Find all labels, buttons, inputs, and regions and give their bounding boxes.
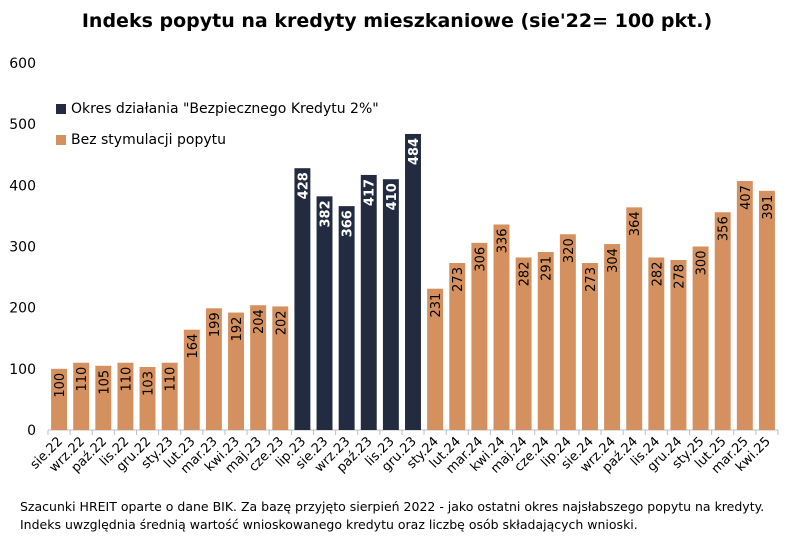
bar	[537, 252, 554, 430]
data-label: 282	[518, 262, 533, 287]
bar	[117, 362, 134, 430]
data-label: 164	[186, 334, 201, 359]
data-label: 336	[495, 228, 510, 253]
y-tick-label: 400	[9, 178, 36, 194]
legend-label: Okres działania "Bezpiecznego Kredytu 2%…	[71, 101, 379, 117]
data-label: 484	[407, 138, 422, 165]
data-label: 320	[562, 238, 577, 263]
y-tick-label: 200	[9, 301, 36, 317]
legend-swatch	[56, 104, 66, 114]
data-label: 364	[628, 211, 643, 236]
data-label: 231	[429, 293, 444, 318]
data-label: 428	[296, 172, 311, 199]
bar	[139, 366, 156, 430]
bar	[471, 242, 488, 430]
bar	[338, 206, 355, 430]
data-label: 100	[53, 373, 68, 398]
data-label: 103	[142, 371, 157, 396]
data-label: 273	[584, 267, 599, 292]
data-label: 291	[540, 256, 555, 281]
bar	[692, 246, 709, 430]
data-label: 300	[695, 251, 710, 276]
footnote-line-1: Szacunki HREIT oparte o dane BIK. Za baz…	[20, 499, 765, 514]
data-label: 410	[385, 183, 400, 210]
bar	[73, 362, 90, 430]
bar	[272, 306, 289, 430]
data-label: 110	[75, 367, 90, 392]
bar	[161, 362, 178, 430]
data-label: 356	[717, 216, 732, 241]
data-label: 366	[341, 210, 356, 237]
chart-title: Indeks popytu na kredyty mieszkaniowe (s…	[81, 10, 713, 32]
bar	[758, 190, 775, 430]
bar	[515, 257, 532, 430]
data-label: 282	[650, 262, 665, 287]
bar	[427, 288, 444, 430]
bar	[714, 212, 731, 430]
y-tick-label: 500	[9, 117, 36, 133]
bar	[360, 174, 377, 430]
bar	[294, 168, 311, 430]
bar	[51, 368, 68, 430]
y-tick-label: 600	[9, 56, 36, 72]
data-label: 417	[363, 179, 378, 206]
data-label: 382	[319, 200, 334, 227]
bar	[449, 263, 466, 430]
bar	[316, 196, 333, 430]
data-label: 204	[252, 309, 267, 334]
bar	[604, 244, 621, 430]
bar	[183, 329, 200, 430]
data-label: 202	[274, 310, 289, 335]
y-tick-label: 300	[9, 240, 36, 256]
data-label: 306	[473, 247, 488, 272]
bar	[626, 207, 643, 430]
data-label: 304	[606, 248, 621, 273]
bar	[228, 312, 244, 430]
bar	[493, 224, 510, 430]
data-label: 105	[97, 370, 112, 395]
bar	[405, 133, 421, 430]
data-label: 192	[230, 317, 245, 342]
y-tick-label: 100	[9, 362, 36, 378]
bar	[670, 259, 687, 430]
y-tick-label: 0	[27, 423, 36, 439]
bar	[205, 308, 222, 430]
data-label: 407	[739, 185, 754, 210]
bar	[559, 234, 576, 430]
legend-label: Bez stymulacji popytu	[71, 132, 226, 148]
data-label: 391	[761, 195, 776, 220]
bar	[250, 305, 267, 430]
data-label: 278	[672, 264, 687, 289]
footnote-line-2: Indeks uwzględnia średnią wartość wniosk…	[20, 517, 638, 532]
data-label: 110	[164, 367, 179, 392]
bar	[648, 257, 665, 430]
legend-swatch	[56, 135, 66, 145]
bar	[582, 263, 598, 430]
data-label: 110	[119, 367, 134, 392]
data-label: 273	[451, 267, 466, 292]
bar	[95, 365, 112, 430]
bar	[736, 181, 753, 430]
data-label: 199	[208, 312, 223, 337]
bar	[382, 179, 399, 430]
